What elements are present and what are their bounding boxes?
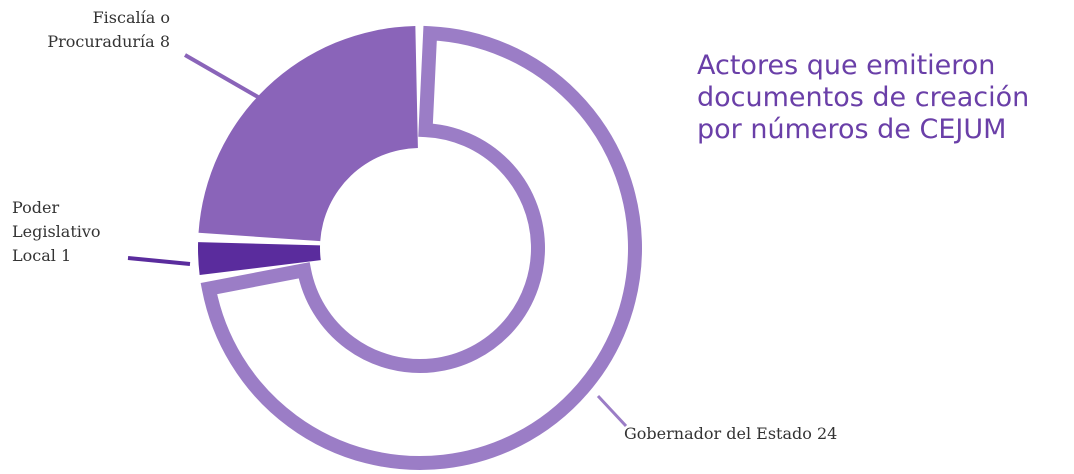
slice-label: Gobernador del Estado 24	[624, 422, 837, 446]
title-line: documentos de creación	[697, 82, 1030, 113]
title-line: Actores que emitieron	[697, 50, 996, 81]
label-name: Poder Legislativo Local	[12, 198, 101, 265]
slice	[198, 26, 418, 242]
slice-label: Poder Legislativo Local 1	[12, 196, 107, 268]
slice	[200, 25, 642, 470]
label-value: 1	[60, 246, 72, 265]
leader-line	[127, 256, 191, 266]
chart-title: Actores que emitieron documentos de crea…	[697, 50, 1029, 146]
leader-line	[596, 394, 628, 428]
title-line: por números de CEJUM	[697, 114, 1007, 145]
slice	[198, 242, 321, 275]
slice-label: Fiscalía o Procuraduría 8	[40, 6, 170, 54]
label-value: 24	[816, 424, 838, 443]
label-value: 8	[159, 32, 170, 51]
label-name: Gobernador del Estado	[624, 424, 812, 443]
leader-line	[184, 53, 259, 99]
label-name: Fiscalía o Procuraduría	[47, 8, 170, 51]
